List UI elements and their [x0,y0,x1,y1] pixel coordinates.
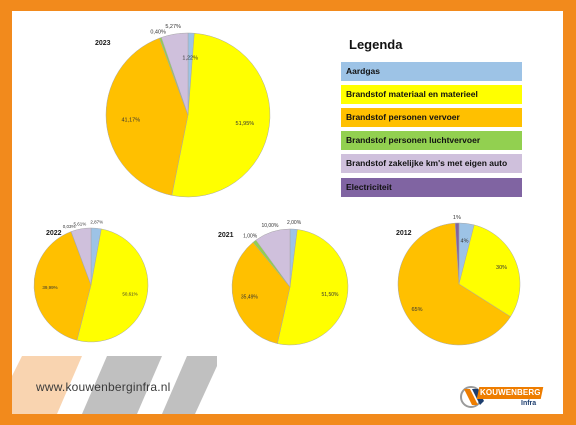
pie-slice-2012-3 [454,222,460,285]
pie-slice-2023-1 [171,32,271,198]
pie-label-2022-1: 50,61% [122,292,137,297]
legend-item-zakelijke-kms: Brandstof zakelijke km's met eigen auto [341,154,522,173]
pie-slice-2021-4 [255,228,291,288]
pie-slice-2023-2 [105,37,189,196]
pie-label-2023-1: 51,95% [236,121,255,127]
legend-item-electriciteit: Electriciteit [341,178,522,197]
legend-item-brandstof-materiaal: Brandstof materiaal en materieel [341,85,522,104]
pie-slice-2012-2 [397,222,511,346]
chart-title-2023: 2023 [95,40,111,47]
logo-sub-text: Infra [521,400,537,407]
frame-bottom [0,414,576,425]
pie-label-2023-0: 1,22% [182,56,198,62]
pie-label-2023-2: 41,17% [121,118,140,124]
pie-label-2012-3: 1% [453,215,461,221]
pie-chart-2022: 2,87% 50,61% 39,99% 0,03%5,61% [33,219,149,343]
legend-item-brandstof-luchtvervoer: Brandstof personen luchtvervoer [341,131,522,150]
pie-label-2012-2: 65% [411,307,422,313]
chart-title-2021: 2021 [218,232,234,239]
pie-slice-2021-2 [231,241,291,344]
legend-item-brandstof-personen-vervoer: Brandstof personen vervoer [341,108,522,127]
pie-label-2022-2: 39,99% [42,285,57,290]
stripe-gray-1 [82,356,162,414]
pie-label-2023-4: 5,27% [165,24,181,30]
pie-label-2022-0: 2,87% [90,219,103,224]
pie-label-2012-0: 4% [461,238,469,244]
pie-chart-2021: 2,00% 51,50% 35,49% 1,00%10,00% [231,220,349,346]
logo-brand-text: KOUWENBERG [480,388,541,397]
pie-label-2022-4: 5,61% [74,221,87,226]
pie-label-2021-0: 2,00% [287,220,302,226]
frame-top [0,0,576,11]
pie-label-2021-4: 10,00% [261,223,279,229]
pie-label-2021-1: 51,50% [322,292,340,298]
stripe-peach [12,356,82,414]
pie-label-2023-3: 0,40% [150,30,166,36]
decorative-stripes [12,356,217,414]
pie-label-2021-2: 35,49% [241,295,259,301]
company-logo: KOUWENBERG Infra [458,381,548,411]
pie-slice-2023-4 [161,32,189,116]
website-url[interactable]: www.kouwenberginfra.nl [36,380,171,394]
pie-label-2012-1: 30% [496,265,507,271]
legend-item-aardgas: Aardgas [341,62,522,81]
frame-right [563,0,576,425]
pie-slice-2021-1 [277,229,349,346]
chart-title-2022: 2022 [46,230,62,237]
pie-chart-2012: 4% 30% 65% 1% [397,215,521,346]
pie-slice-2022-1 [76,228,149,343]
pie-label-2022-3: 0,03% [63,224,76,229]
stripe-gray-2 [162,356,217,414]
pie-slice-2022-2 [33,231,92,341]
pie-slice-2012-1 [458,224,521,318]
pie-label-2021-3: 1,00% [243,234,258,240]
pie-slice-2022-4 [70,227,92,286]
frame-left [0,0,12,425]
pie-chart-2023: 1,22% 51,95% 41,17% 0,40%5,27% [105,24,271,198]
legend-title: Legenda [349,37,403,52]
chart-title-2012: 2012 [396,230,412,237]
